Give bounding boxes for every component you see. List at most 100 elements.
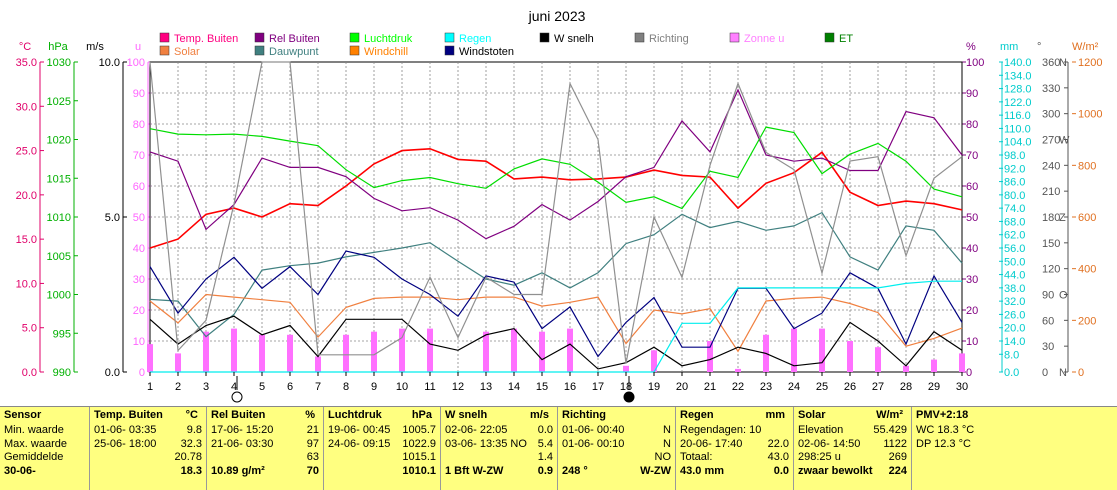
x-tick-label: 4 <box>231 381 237 393</box>
uv-bar <box>511 328 517 372</box>
cell-value: 1022.9 <box>402 437 436 450</box>
x-tick-label: 30 <box>956 381 968 393</box>
uv-bar <box>147 344 153 372</box>
cell-value: WC 18.3 °C <box>916 424 975 436</box>
axis-tick-label-rain: 80.0 <box>1004 190 1025 202</box>
cell-value: 1.4 <box>537 451 553 463</box>
axis-tick-label-rain: 122.0 <box>1004 97 1032 109</box>
cell-time: 21-06- 03:30 <box>211 437 274 450</box>
axis-tick-label-direction: 150 <box>1042 238 1060 250</box>
axis-tick-label-uv: 20 <box>133 305 145 317</box>
axis-tick-label-uv: 50 <box>133 212 145 224</box>
row-label: 30-06- <box>4 464 36 477</box>
x-tick-label: 28 <box>900 381 912 393</box>
uv-bar <box>959 353 965 372</box>
cell-value: 70 <box>306 464 319 477</box>
uv-bar <box>371 331 377 372</box>
axis-tick-label-rain: 128.0 <box>1004 84 1032 96</box>
cell-value: 5.4 <box>537 437 553 450</box>
col-direction: Richting 01-06- 00:40 N 01-06- 00:10 N NO … <box>558 407 676 490</box>
x-tick-label: 29 <box>928 381 940 393</box>
axis-tick-label-temp: 15.0 <box>16 234 37 246</box>
series-line <box>149 293 963 353</box>
cell-time: Totaal: <box>680 451 713 463</box>
cell-time: Elevation <box>798 424 844 436</box>
col-wind: W snelh m/s 02-06- 22:05 0.0 03-06- 13:35 … <box>441 407 558 490</box>
legend-label: Regen <box>459 33 491 45</box>
x-tick-label: 3 <box>203 381 209 393</box>
axis-tick-label-humidity: 100 <box>966 57 984 69</box>
legend-swatch <box>444 32 455 43</box>
uv-bar <box>427 328 433 372</box>
axis-letter-direction: Z <box>1059 212 1066 224</box>
uv-bar <box>399 328 405 372</box>
axis-tick-label-solar: 800 <box>1078 160 1096 172</box>
col-title: Rel Buiten <box>211 409 266 421</box>
chart-title: juni 2023 <box>528 8 586 24</box>
col-solar: Solar W/m² Elevation 55.429 02-06- 14:50 11… <box>794 407 912 490</box>
cell-value: 21 <box>306 424 319 436</box>
uv-bar <box>847 341 853 372</box>
col-title: Regen <box>680 409 714 421</box>
uv-bar <box>791 328 797 372</box>
axis-tick-label-pressure: 1030 <box>47 57 71 69</box>
axis-tick-label-pressure: 1015 <box>47 173 71 185</box>
legend-label: Windchill <box>364 46 408 58</box>
axis-tick-label-solar: 1000 <box>1078 109 1102 121</box>
uv-bar <box>203 331 209 372</box>
uv-bar <box>875 347 881 372</box>
axis-tick-label-rain: 134.0 <box>1004 70 1032 82</box>
axis-label-direction: ° <box>1037 41 1041 53</box>
axis-tick-label-solar: 400 <box>1078 264 1096 276</box>
axis-tick-label-humidity: 60 <box>966 181 978 193</box>
axis-tick-label-rain: 68.0 <box>1004 216 1025 228</box>
col-title: PMV+2:18 <box>916 409 969 421</box>
cell-value: 1015.1 <box>402 451 436 463</box>
cell-time: 298:25 u <box>798 451 841 463</box>
series-line <box>150 280 962 373</box>
uv-bar <box>175 353 181 372</box>
legend-swatch <box>349 32 360 43</box>
cell-time: 24-06- 09:15 <box>328 437 391 450</box>
x-tick-label: 14 <box>508 381 520 393</box>
axis-tick-label-humidity: 0 <box>966 367 972 379</box>
cell-value: 0.0 <box>537 424 553 436</box>
axis-letter-direction: N <box>1059 57 1067 69</box>
x-tick-label: 25 <box>816 381 828 393</box>
legend-label: Solar <box>174 46 200 58</box>
axis-tick-label-uv: 100 <box>127 57 145 69</box>
axis-tick-label-uv: 10 <box>133 336 145 348</box>
axis-tick-label-rain: 140.0 <box>1004 57 1032 69</box>
axis-tick-label-rain: 50.0 <box>1004 256 1025 268</box>
axis-tick-label-rain: 110.0 <box>1004 123 1031 135</box>
legend-swatch <box>349 45 360 56</box>
cell-time: 03-06- 13:35 NO <box>445 437 527 450</box>
uv-bar <box>707 341 713 372</box>
series-line <box>149 126 963 210</box>
axis-tick-label-humidity: 90 <box>966 88 978 100</box>
axis-tick-label-pressure: 1005 <box>47 251 71 263</box>
uv-bar <box>931 359 937 372</box>
legend-label: ET <box>839 33 853 45</box>
cell-time: 25-06- 18:00 <box>94 437 157 450</box>
summary-panel: Sensor Min. waarde Max. waarde Gemiddeld… <box>0 406 1117 490</box>
cell-value: 32.3 <box>180 437 202 450</box>
x-tick-label: 1 <box>147 381 153 393</box>
x-tick-label: 17 <box>592 381 604 393</box>
cell-value: 9.8 <box>186 424 202 436</box>
uv-bar <box>735 368 741 372</box>
axis-tick-label-pressure: 1010 <box>47 212 71 224</box>
axis-tick-label-rain: 104.0 <box>1004 137 1032 149</box>
uv-bar <box>539 331 545 372</box>
axis-tick-label-humidity: 10 <box>966 336 978 348</box>
axis-tick-label-temp: 10.0 <box>16 278 37 290</box>
x-tick-label: 5 <box>259 381 265 393</box>
col-unit: m/s <box>530 409 549 421</box>
legend-swatch <box>254 45 265 56</box>
x-tick-label: 23 <box>760 381 772 393</box>
legend-label: Dauwpunt <box>269 46 319 58</box>
uv-bar <box>259 334 265 372</box>
axis-tick-label-direction: 90 <box>1042 290 1054 302</box>
axis-tick-label-pressure: 990 <box>53 367 71 379</box>
x-tick-label: 20 <box>676 381 688 393</box>
